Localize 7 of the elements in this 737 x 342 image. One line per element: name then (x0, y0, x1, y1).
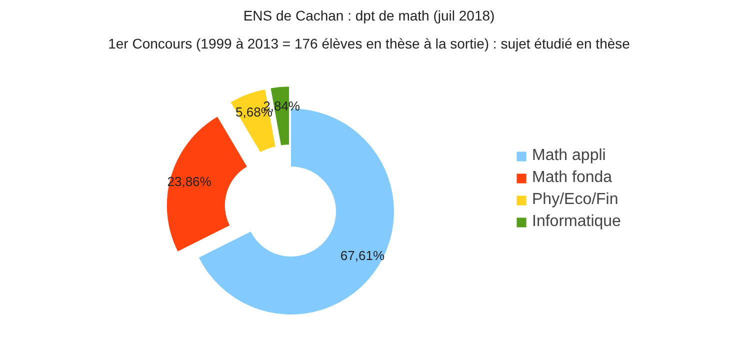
legend-label: Math appli (532, 147, 606, 165)
legend-label: Informatique (532, 213, 621, 231)
chart-title: ENS de Cachan : dpt de math (juil 2018) (243, 8, 495, 24)
legend-label: Phy/Eco/Fin (532, 191, 618, 209)
data-label: 67,61% (340, 248, 385, 264)
chart-subtitle: 1er Concours (1999 à 2013 = 176 élèves en thèse à la sortie) : sujet étudié en thèse (108, 36, 630, 52)
legend-label: Math fonda (532, 169, 612, 187)
